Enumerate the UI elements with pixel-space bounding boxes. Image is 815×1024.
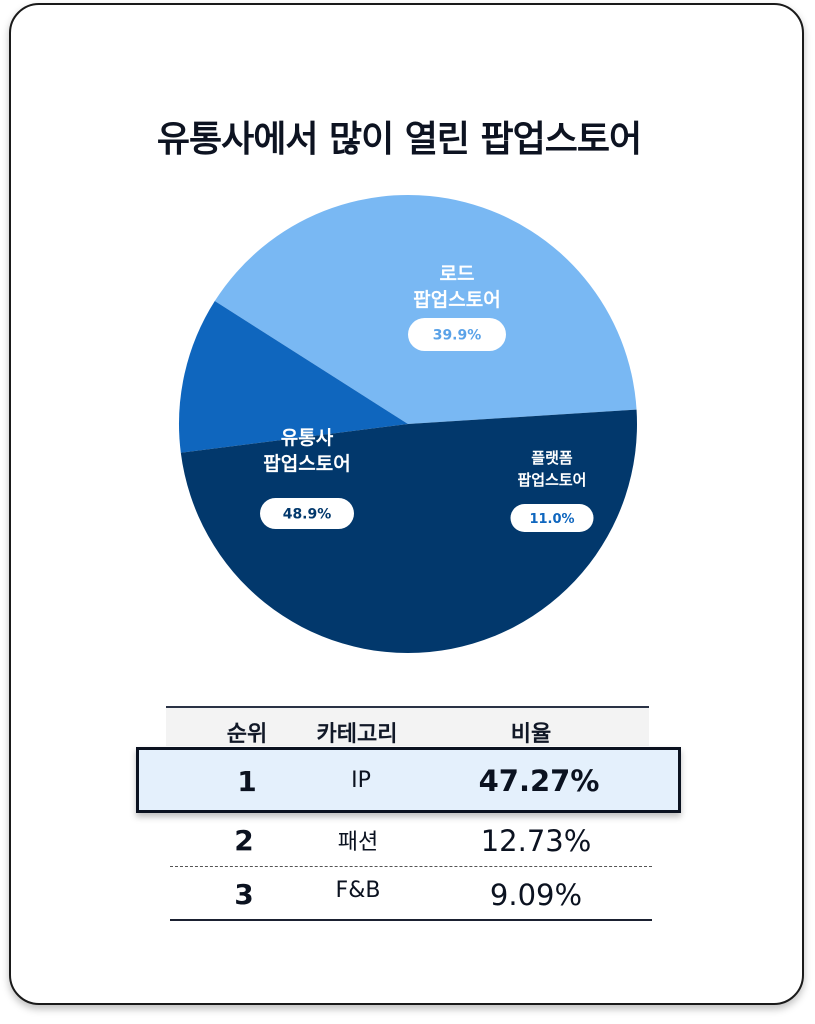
rank-cell: 2	[234, 824, 254, 857]
category-cell: F&B	[335, 878, 381, 903]
table-row-highlighted: 1 IP 47.27%	[136, 747, 681, 813]
rank-cell: 3	[234, 878, 254, 911]
header-ratio: 비율	[510, 722, 552, 747]
ratio-cell: 9.09%	[489, 878, 583, 912]
header-category: 카테고리	[316, 722, 398, 747]
header-rank: 순위	[226, 722, 268, 747]
table-header: 순위 카테고리 비율	[166, 706, 649, 747]
ratio-cell: 47.27%	[478, 764, 600, 798]
category-cell: IP	[351, 768, 371, 793]
rank-cell: 1	[237, 765, 257, 798]
table-row: 2 패션 12.73%	[170, 814, 652, 867]
chart-title: 유통사에서 많이 열린 팝업스토어	[156, 119, 642, 160]
category-cell: 패션	[337, 830, 379, 855]
ratio-cell: 12.73%	[480, 824, 592, 858]
table-row: 3 F&B 9.09%	[170, 867, 652, 921]
